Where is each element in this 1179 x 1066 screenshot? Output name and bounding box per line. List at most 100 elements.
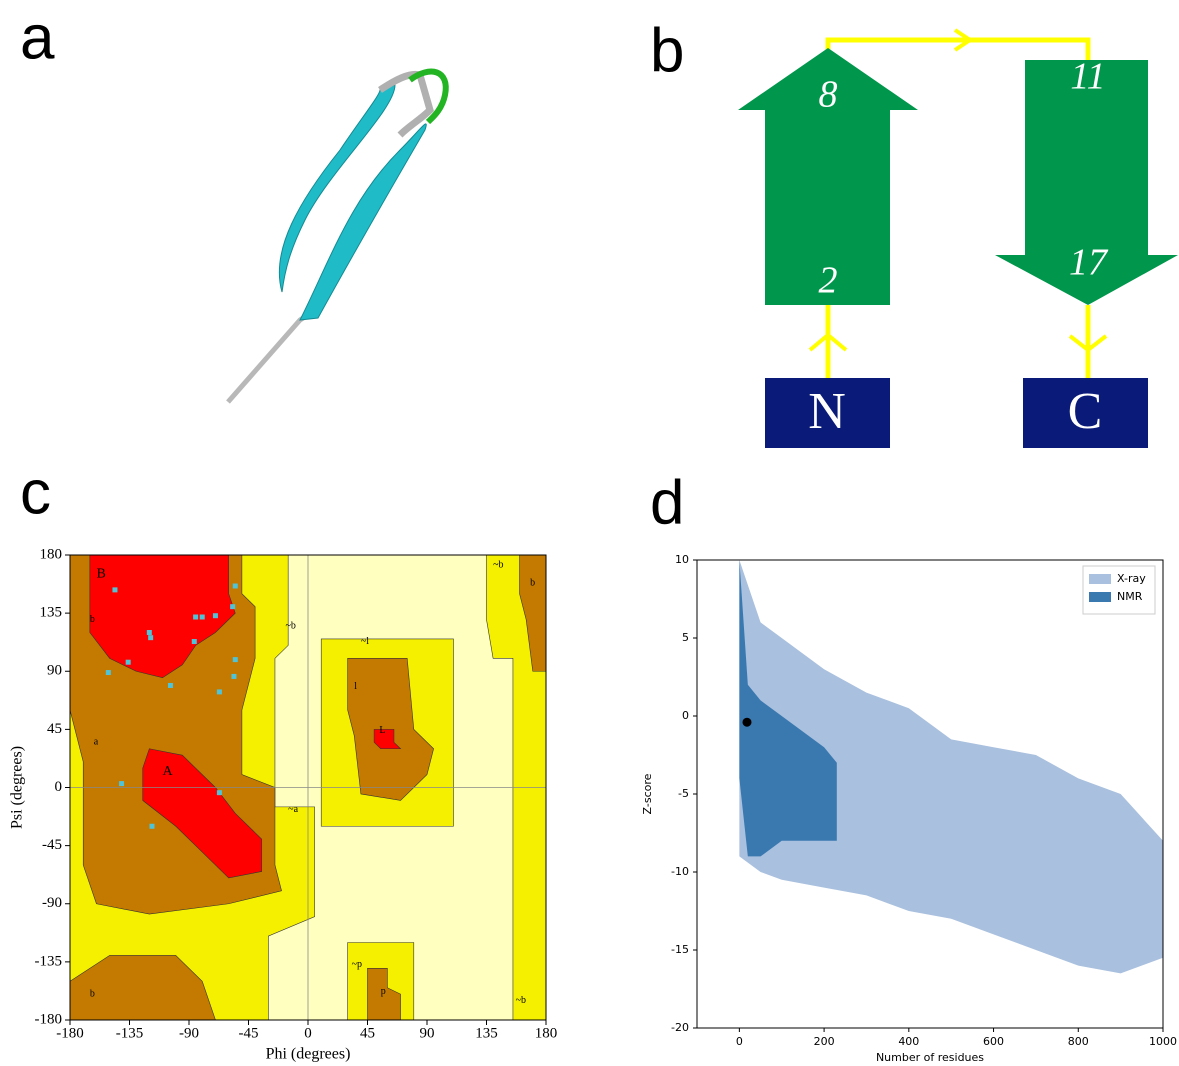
region-label: ~b — [516, 995, 526, 1006]
panel-label: c — [20, 458, 51, 527]
turn — [408, 68, 449, 125]
ribbon — [226, 68, 449, 404]
core-region — [142, 748, 263, 879]
connector-arrow — [808, 332, 848, 352]
y-tick-label: -15 — [671, 943, 689, 956]
residue-point — [191, 639, 197, 645]
core-region — [373, 729, 402, 750]
legend-swatch — [1089, 574, 1111, 584]
x-tick-label: 135 — [475, 1025, 498, 1041]
residue-number: 17 — [1069, 242, 1109, 284]
highlight-point — [742, 717, 752, 727]
y-tick-label: 0 — [682, 709, 689, 722]
x-axis-label: Number of residues — [876, 1051, 984, 1064]
y-axis-label: Z-score — [641, 773, 654, 814]
region-label: ~b — [286, 620, 296, 631]
y-tick-label: -5 — [678, 787, 689, 800]
strand-arrow — [995, 60, 1178, 305]
strand-ribbon — [278, 84, 396, 293]
residue-point — [149, 823, 155, 829]
y-axis-label: Psi (degrees) — [9, 746, 26, 829]
x-tick-label: 0 — [304, 1025, 312, 1041]
region-label: l — [354, 681, 357, 692]
x-tick-label: -180 — [56, 1025, 84, 1041]
residue-point — [167, 682, 173, 688]
residue-point — [232, 657, 238, 663]
terminus-box — [765, 378, 890, 448]
region-label: L — [379, 725, 385, 736]
residue-point — [125, 659, 131, 665]
residue-number: 11 — [1070, 56, 1105, 98]
x-axis-label: Phi (degrees) — [266, 1046, 351, 1063]
y-tick-label: -90 — [42, 895, 62, 911]
residue-point — [105, 670, 111, 676]
topology: 8 2 11 17 N C — [738, 28, 1178, 448]
x-tick-label: 800 — [1068, 1035, 1089, 1048]
region-label: B — [96, 567, 105, 582]
terminus-box — [1023, 378, 1148, 448]
x-tick-label: -45 — [239, 1025, 259, 1041]
residue-point — [119, 781, 125, 787]
x-tick-label: 180 — [535, 1025, 558, 1041]
y-tick-label: 45 — [47, 721, 62, 737]
y-tick-label: 10 — [675, 553, 689, 566]
x-tick-label: 0 — [736, 1035, 743, 1048]
region-label: b — [90, 614, 95, 625]
x-tick-label: 90 — [420, 1025, 435, 1041]
x-tick-label: 1000 — [1149, 1035, 1177, 1048]
region-label: A — [163, 764, 174, 779]
residue-number: 8 — [819, 74, 838, 116]
region-label: a — [94, 737, 99, 748]
connector-arrow — [953, 28, 974, 52]
region-label: ~a — [288, 804, 298, 815]
y-tick-label: 0 — [55, 779, 63, 795]
region-label: ~p — [352, 959, 362, 970]
x-tick-label: 400 — [898, 1035, 919, 1048]
residue-point — [230, 604, 236, 610]
coil — [226, 307, 317, 404]
residue-point — [212, 613, 218, 619]
y-tick-label: 180 — [40, 546, 63, 562]
y-tick-label: 5 — [682, 631, 689, 644]
x-tick-label: 45 — [360, 1025, 375, 1041]
x-tick-label: 200 — [814, 1035, 835, 1048]
residue-point — [112, 587, 118, 593]
legend-label: NMR — [1117, 590, 1143, 603]
x-tick-label: -135 — [116, 1025, 144, 1041]
residue-point — [231, 673, 237, 679]
legend-label: X-ray — [1117, 572, 1146, 585]
point-cloud — [739, 560, 837, 857]
y-tick-label: -180 — [35, 1011, 63, 1027]
residue-point — [193, 614, 199, 620]
y-tick-label: -45 — [42, 837, 62, 853]
coil — [378, 70, 434, 138]
panel-label: b — [650, 16, 684, 85]
residue-point — [216, 689, 222, 695]
y-tick-label: 135 — [40, 605, 63, 621]
x-tick-label: -90 — [179, 1025, 199, 1041]
residue-point — [148, 635, 154, 641]
residue-point — [232, 583, 238, 589]
residue-point — [199, 614, 205, 620]
strand-ribbon — [299, 123, 427, 321]
region-label: ~b — [493, 560, 503, 571]
strand-arrow — [738, 48, 918, 305]
region-label: ~l — [361, 636, 369, 647]
region-label: b — [530, 578, 535, 589]
terminus-label: N — [808, 383, 846, 440]
connector-arrow — [1068, 334, 1108, 353]
panel-label: a — [20, 3, 55, 72]
legend-box — [1082, 565, 1156, 615]
y-tick-label: 90 — [47, 663, 62, 679]
panel-label: d — [650, 468, 684, 537]
core-region — [89, 554, 236, 679]
residue-number: 2 — [819, 260, 838, 302]
region-label: p — [381, 986, 386, 997]
residue-point — [216, 790, 222, 796]
legend-swatch — [1089, 592, 1111, 602]
region-label: b — [90, 988, 95, 999]
point-cloud — [739, 560, 1163, 974]
y-tick-label: -20 — [671, 1021, 689, 1034]
terminus-label: C — [1068, 383, 1103, 440]
